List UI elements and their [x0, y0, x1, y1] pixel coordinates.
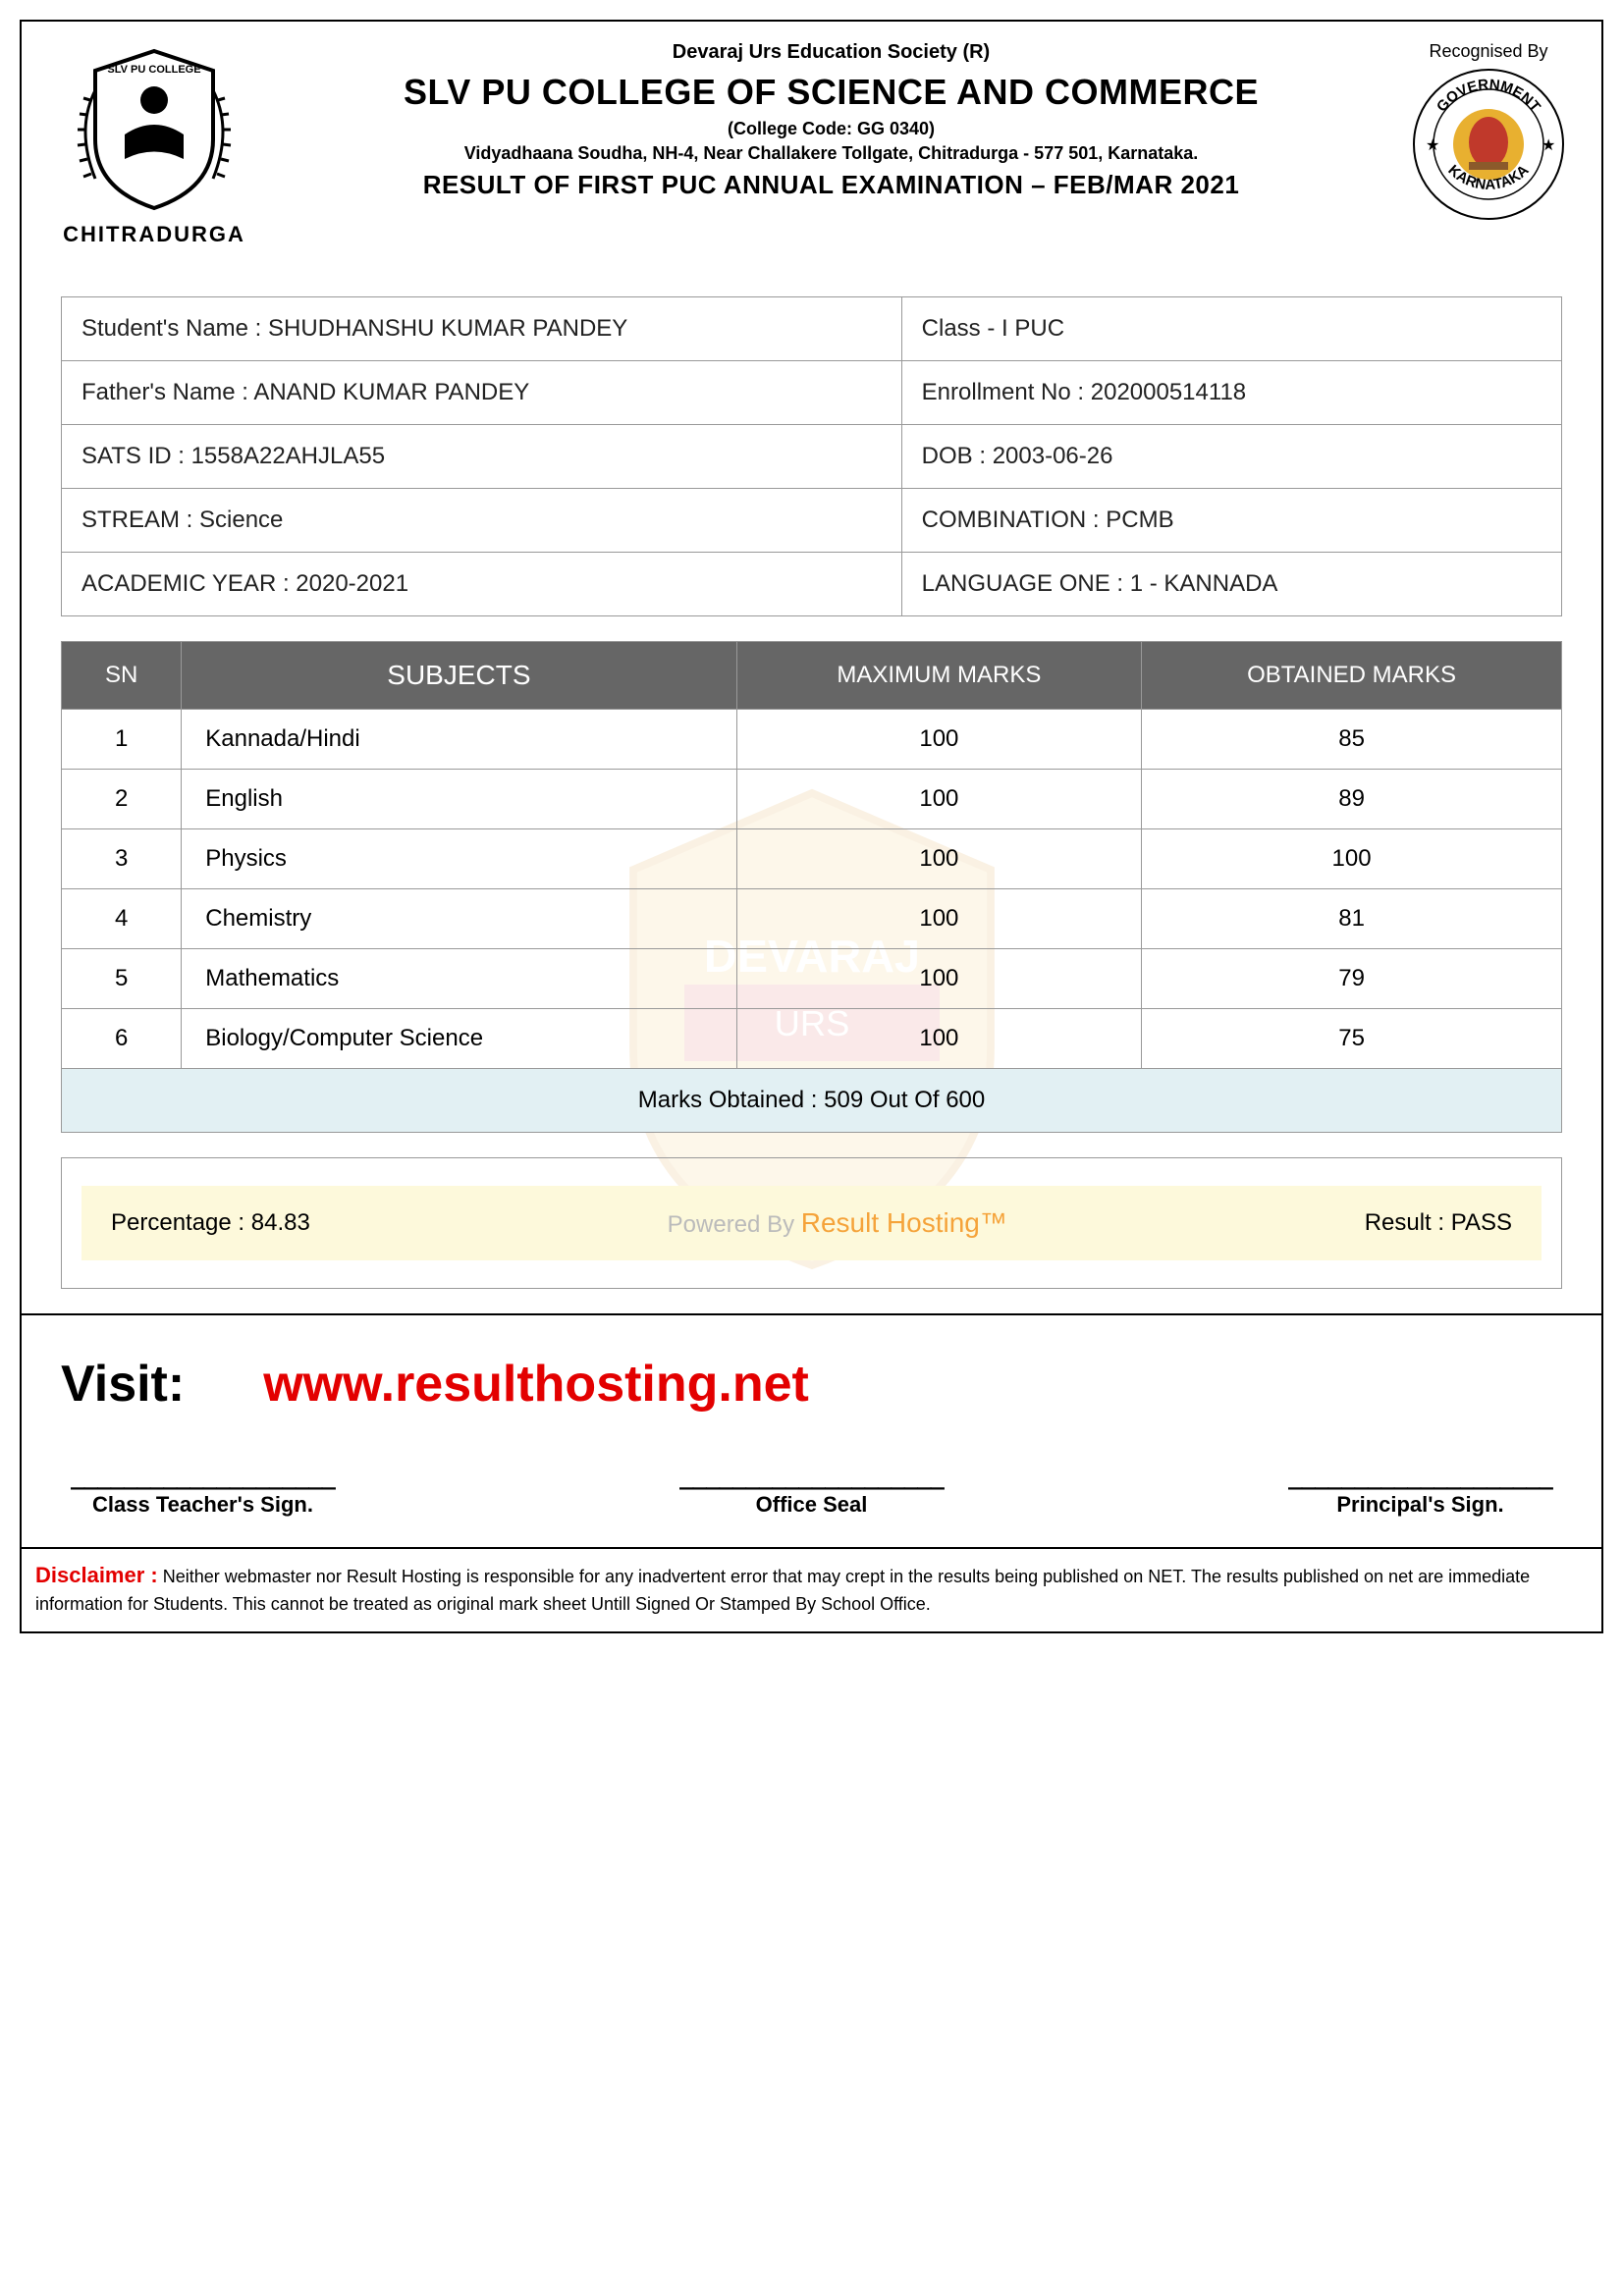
cell-max: 100 — [736, 889, 1142, 949]
header: SLV PU COLLEGE CHITRADURGA Devaraj Urs E… — [22, 22, 1601, 262]
summary-inner: Percentage : 84.83 Powered By Result Hos… — [81, 1186, 1542, 1260]
cell-obtained: 81 — [1142, 889, 1562, 949]
table-row: SATS ID : 1558A22AHJLA55 DOB : 2003-06-2… — [62, 425, 1562, 489]
disclaimer-label: Disclaimer : — [35, 1563, 158, 1587]
cell-sn: 2 — [62, 770, 182, 829]
marks-table: SN SUBJECTS MAXIMUM MARKS OBTAINED MARKS… — [61, 641, 1562, 1133]
cell-max: 100 — [736, 710, 1142, 770]
recognised-label: Recognised By — [1400, 41, 1577, 62]
svg-text:SLV PU COLLEGE: SLV PU COLLEGE — [107, 64, 200, 76]
table-row: STREAM : Science COMBINATION : PCMB — [62, 489, 1562, 553]
marks-total-row: Marks Obtained : 509 Out Of 600 — [62, 1069, 1562, 1133]
summary-box: Percentage : 84.83 Powered By Result Hos… — [61, 1157, 1562, 1289]
svg-text:★: ★ — [1426, 137, 1439, 154]
signature-row: ____________________ Class Teacher's Sig… — [61, 1463, 1562, 1518]
cell-obtained: 100 — [1142, 829, 1562, 889]
visit-label: Visit: — [61, 1355, 185, 1414]
visit-url[interactable]: www.resulthosting.net — [263, 1355, 809, 1414]
stream-cell: STREAM : Science — [62, 489, 902, 553]
college-name: SLV PU COLLEGE OF SCIENCE AND COMMERCE — [277, 72, 1385, 113]
result-title: RESULT OF FIRST PUC ANNUAL EXAMINATION –… — [277, 170, 1385, 200]
college-logo-left: SLV PU COLLEGE CHITRADURGA — [46, 41, 262, 247]
college-code: (College Code: GG 0340) — [277, 119, 1385, 139]
table-row: 6Biology/Computer Science10075 — [62, 1009, 1562, 1069]
cell-sn: 4 — [62, 889, 182, 949]
powered-by: Powered By Result Hosting™ — [668, 1207, 1007, 1239]
cell-obtained: 89 — [1142, 770, 1562, 829]
percentage: Percentage : 84.83 — [111, 1209, 310, 1237]
combination-cell: COMBINATION : PCMB — [901, 489, 1561, 553]
office-seal: ____________________ Office Seal — [679, 1463, 944, 1518]
father-name-cell: Father's Name : ANAND KUMAR PANDEY — [62, 361, 902, 425]
karnataka-emblem-icon: GOVERNMENT KARNATAKA ★★ — [1410, 66, 1567, 223]
disclaimer-text: Neither webmaster nor Result Hosting is … — [35, 1567, 1530, 1614]
svg-text:★: ★ — [1542, 137, 1555, 154]
col-subjects: SUBJECTS — [182, 642, 736, 710]
col-sn: SN — [62, 642, 182, 710]
table-row: 5Mathematics10079 — [62, 949, 1562, 1009]
society-name: Devaraj Urs Education Society (R) — [277, 41, 1385, 64]
cell-max: 100 — [736, 1009, 1142, 1069]
disclaimer: Disclaimer : Neither webmaster nor Resul… — [22, 1547, 1601, 1631]
cell-sn: 1 — [62, 710, 182, 770]
visit-section: Visit: www.resulthosting.net ___________… — [22, 1313, 1601, 1547]
teacher-sign: ____________________ Class Teacher's Sig… — [71, 1463, 335, 1518]
table-row: 3Physics100100 — [62, 829, 1562, 889]
cell-subject: Mathematics — [182, 949, 736, 1009]
student-name-cell: Student's Name : SHUDHANSHU KUMAR PANDEY — [62, 297, 902, 361]
class-cell: Class - I PUC — [901, 297, 1561, 361]
cell-sn: 6 — [62, 1009, 182, 1069]
year-cell: ACADEMIC YEAR : 2020-2021 — [62, 553, 902, 616]
cell-subject: Chemistry — [182, 889, 736, 949]
marks-total: Marks Obtained : 509 Out Of 600 — [62, 1069, 1562, 1133]
logo-location-text: CHITRADURGA — [46, 222, 262, 247]
cell-max: 100 — [736, 829, 1142, 889]
cell-obtained: 85 — [1142, 710, 1562, 770]
cell-subject: English — [182, 770, 736, 829]
table-row: 2English10089 — [62, 770, 1562, 829]
enrollment-cell: Enrollment No : 202000514118 — [901, 361, 1561, 425]
language-cell: LANGUAGE ONE : 1 - KANNADA — [901, 553, 1561, 616]
sats-cell: SATS ID : 1558A22AHJLA55 — [62, 425, 902, 489]
cell-sn: 3 — [62, 829, 182, 889]
table-row: 1Kannada/Hindi10085 — [62, 710, 1562, 770]
dob-cell: DOB : 2003-06-26 — [901, 425, 1561, 489]
cell-obtained: 79 — [1142, 949, 1562, 1009]
cell-subject: Physics — [182, 829, 736, 889]
student-info-table: Student's Name : SHUDHANSHU KUMAR PANDEY… — [61, 296, 1562, 616]
cell-max: 100 — [736, 949, 1142, 1009]
table-row: 4Chemistry10081 — [62, 889, 1562, 949]
college-logo-icon: SLV PU COLLEGE — [56, 41, 252, 218]
table-row: Student's Name : SHUDHANSHU KUMAR PANDEY… — [62, 297, 1562, 361]
cell-subject: Biology/Computer Science — [182, 1009, 736, 1069]
table-header-row: SN SUBJECTS MAXIMUM MARKS OBTAINED MARKS — [62, 642, 1562, 710]
header-center: Devaraj Urs Education Society (R) SLV PU… — [277, 41, 1385, 200]
col-max: MAXIMUM MARKS — [736, 642, 1142, 710]
cell-subject: Kannada/Hindi — [182, 710, 736, 770]
table-row: Father's Name : ANAND KUMAR PANDEY Enrol… — [62, 361, 1562, 425]
govt-logo-right: Recognised By GOVERNMENT KARNATAKA ★★ — [1400, 41, 1577, 228]
result-status: Result : PASS — [1365, 1209, 1512, 1237]
principal-sign: ____________________ Principal's Sign. — [1288, 1463, 1552, 1518]
col-obtained: OBTAINED MARKS — [1142, 642, 1562, 710]
table-row: ACADEMIC YEAR : 2020-2021 LANGUAGE ONE :… — [62, 553, 1562, 616]
cell-sn: 5 — [62, 949, 182, 1009]
cell-max: 100 — [736, 770, 1142, 829]
college-address: Vidyadhaana Soudha, NH-4, Near Challaker… — [277, 143, 1385, 164]
cell-obtained: 75 — [1142, 1009, 1562, 1069]
